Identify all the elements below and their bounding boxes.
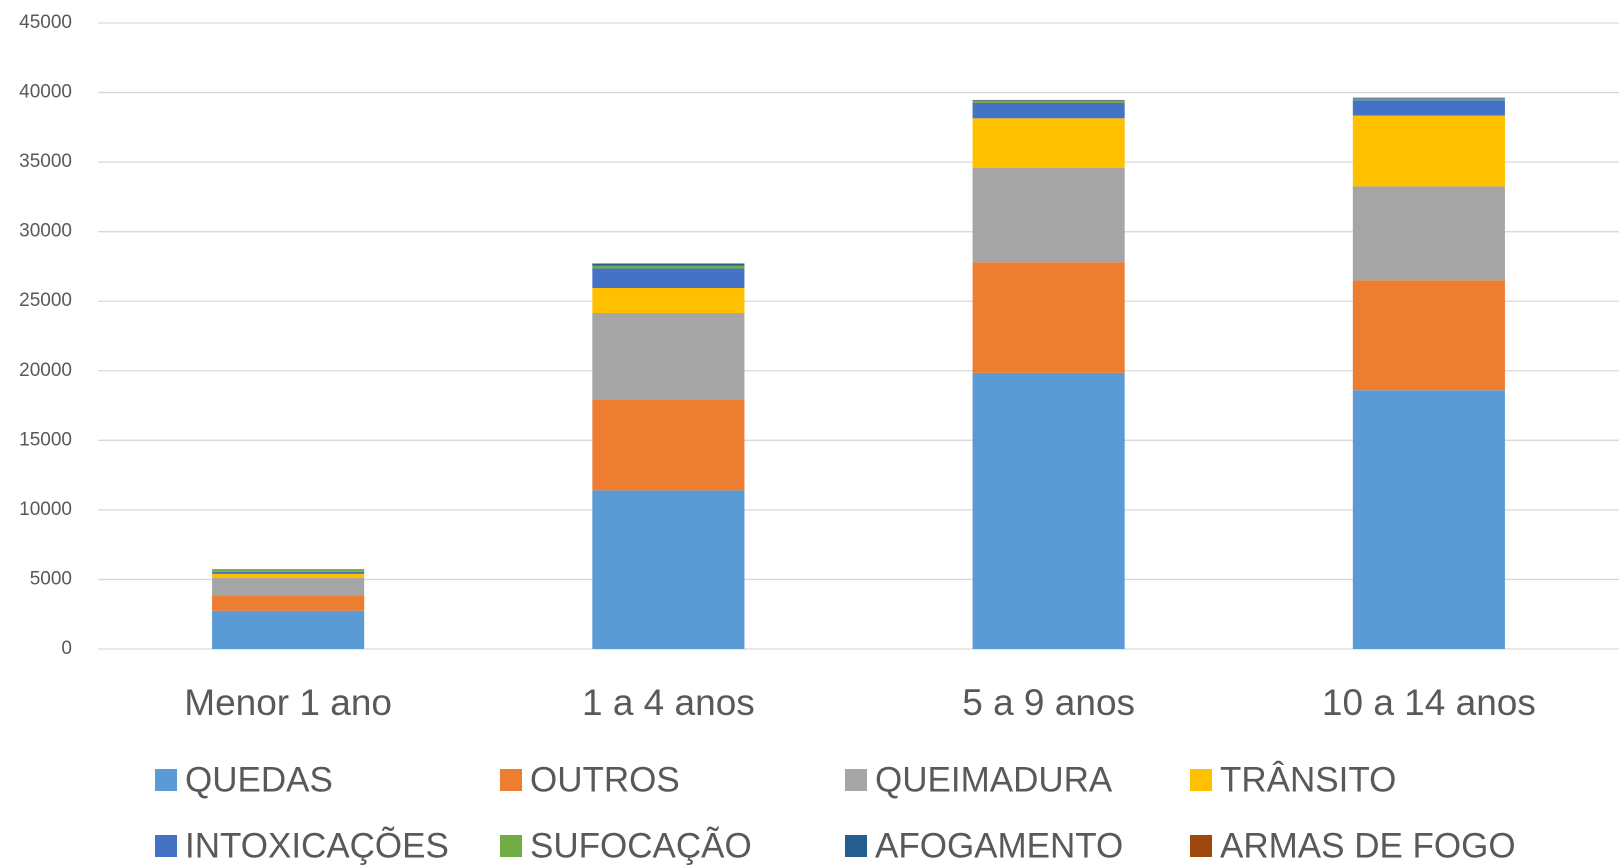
y-tick-label: 35000 [19, 151, 72, 172]
bar-segment [972, 118, 1125, 168]
bar-segment [972, 102, 1125, 119]
y-tick-label: 5000 [30, 568, 72, 589]
bar-segment [212, 578, 365, 596]
legend-label: SUFOCAÇÃO [530, 826, 752, 865]
bar-segment [592, 313, 745, 400]
y-tick-label: 0 [61, 638, 72, 659]
bar-segment [972, 167, 1125, 263]
bar-segment [592, 268, 745, 289]
legend-label: OUTROS [530, 760, 680, 799]
bar-segment [212, 610, 365, 649]
legend-swatch [845, 835, 867, 857]
y-tick-label: 30000 [19, 221, 72, 242]
bar-segment [592, 288, 745, 314]
bar-segment [1352, 280, 1505, 391]
legend-label: QUEIMADURA [875, 760, 1113, 799]
bar-segment [592, 265, 745, 269]
x-tick-label: Menor 1 ano [184, 682, 392, 723]
bar-segment [592, 399, 745, 491]
legend-swatch [155, 769, 177, 791]
legend-swatch [500, 835, 522, 857]
legend-swatch [1190, 835, 1212, 857]
legend-label: QUEDAS [185, 760, 333, 799]
bar-segment [972, 372, 1125, 649]
x-tick-label: 1 a 4 anos [582, 682, 755, 723]
legend-swatch [1190, 769, 1212, 791]
bar-segment [212, 595, 365, 611]
legend-label: INTOXICAÇÕES [185, 825, 449, 865]
y-tick-label: 25000 [19, 290, 72, 311]
y-tick-label: 40000 [19, 82, 72, 103]
legend-label: ARMAS DE FOGO [1220, 826, 1516, 865]
bar-segment [1352, 98, 1505, 99]
bar-segment [1352, 100, 1505, 116]
x-tick-label: 10 a 14 anos [1322, 682, 1536, 723]
bar-segment [1352, 390, 1505, 649]
legend-swatch [155, 835, 177, 857]
legend-swatch [500, 769, 522, 791]
legend-label: AFOGAMENTO [875, 826, 1123, 865]
x-tick-label: 5 a 9 anos [962, 682, 1135, 723]
bar-segment [972, 100, 1125, 101]
bar-segment [592, 263, 745, 266]
y-tick-label: 45000 [19, 12, 72, 33]
bar-segment [1352, 115, 1505, 187]
legend-label: TRÂNSITO [1220, 760, 1396, 799]
bar-segment [212, 573, 365, 579]
legend-swatch [845, 769, 867, 791]
bar-segment [1352, 186, 1505, 281]
bar-segment [972, 262, 1125, 373]
bar-segment [1352, 98, 1505, 101]
bar-segment [592, 490, 745, 649]
y-tick-label: 15000 [19, 429, 72, 450]
bar-segment [212, 569, 365, 572]
y-tick-label: 10000 [19, 499, 72, 520]
y-tick-label: 20000 [19, 360, 72, 381]
bar-segment [212, 571, 365, 574]
bar-segment [972, 100, 1125, 103]
